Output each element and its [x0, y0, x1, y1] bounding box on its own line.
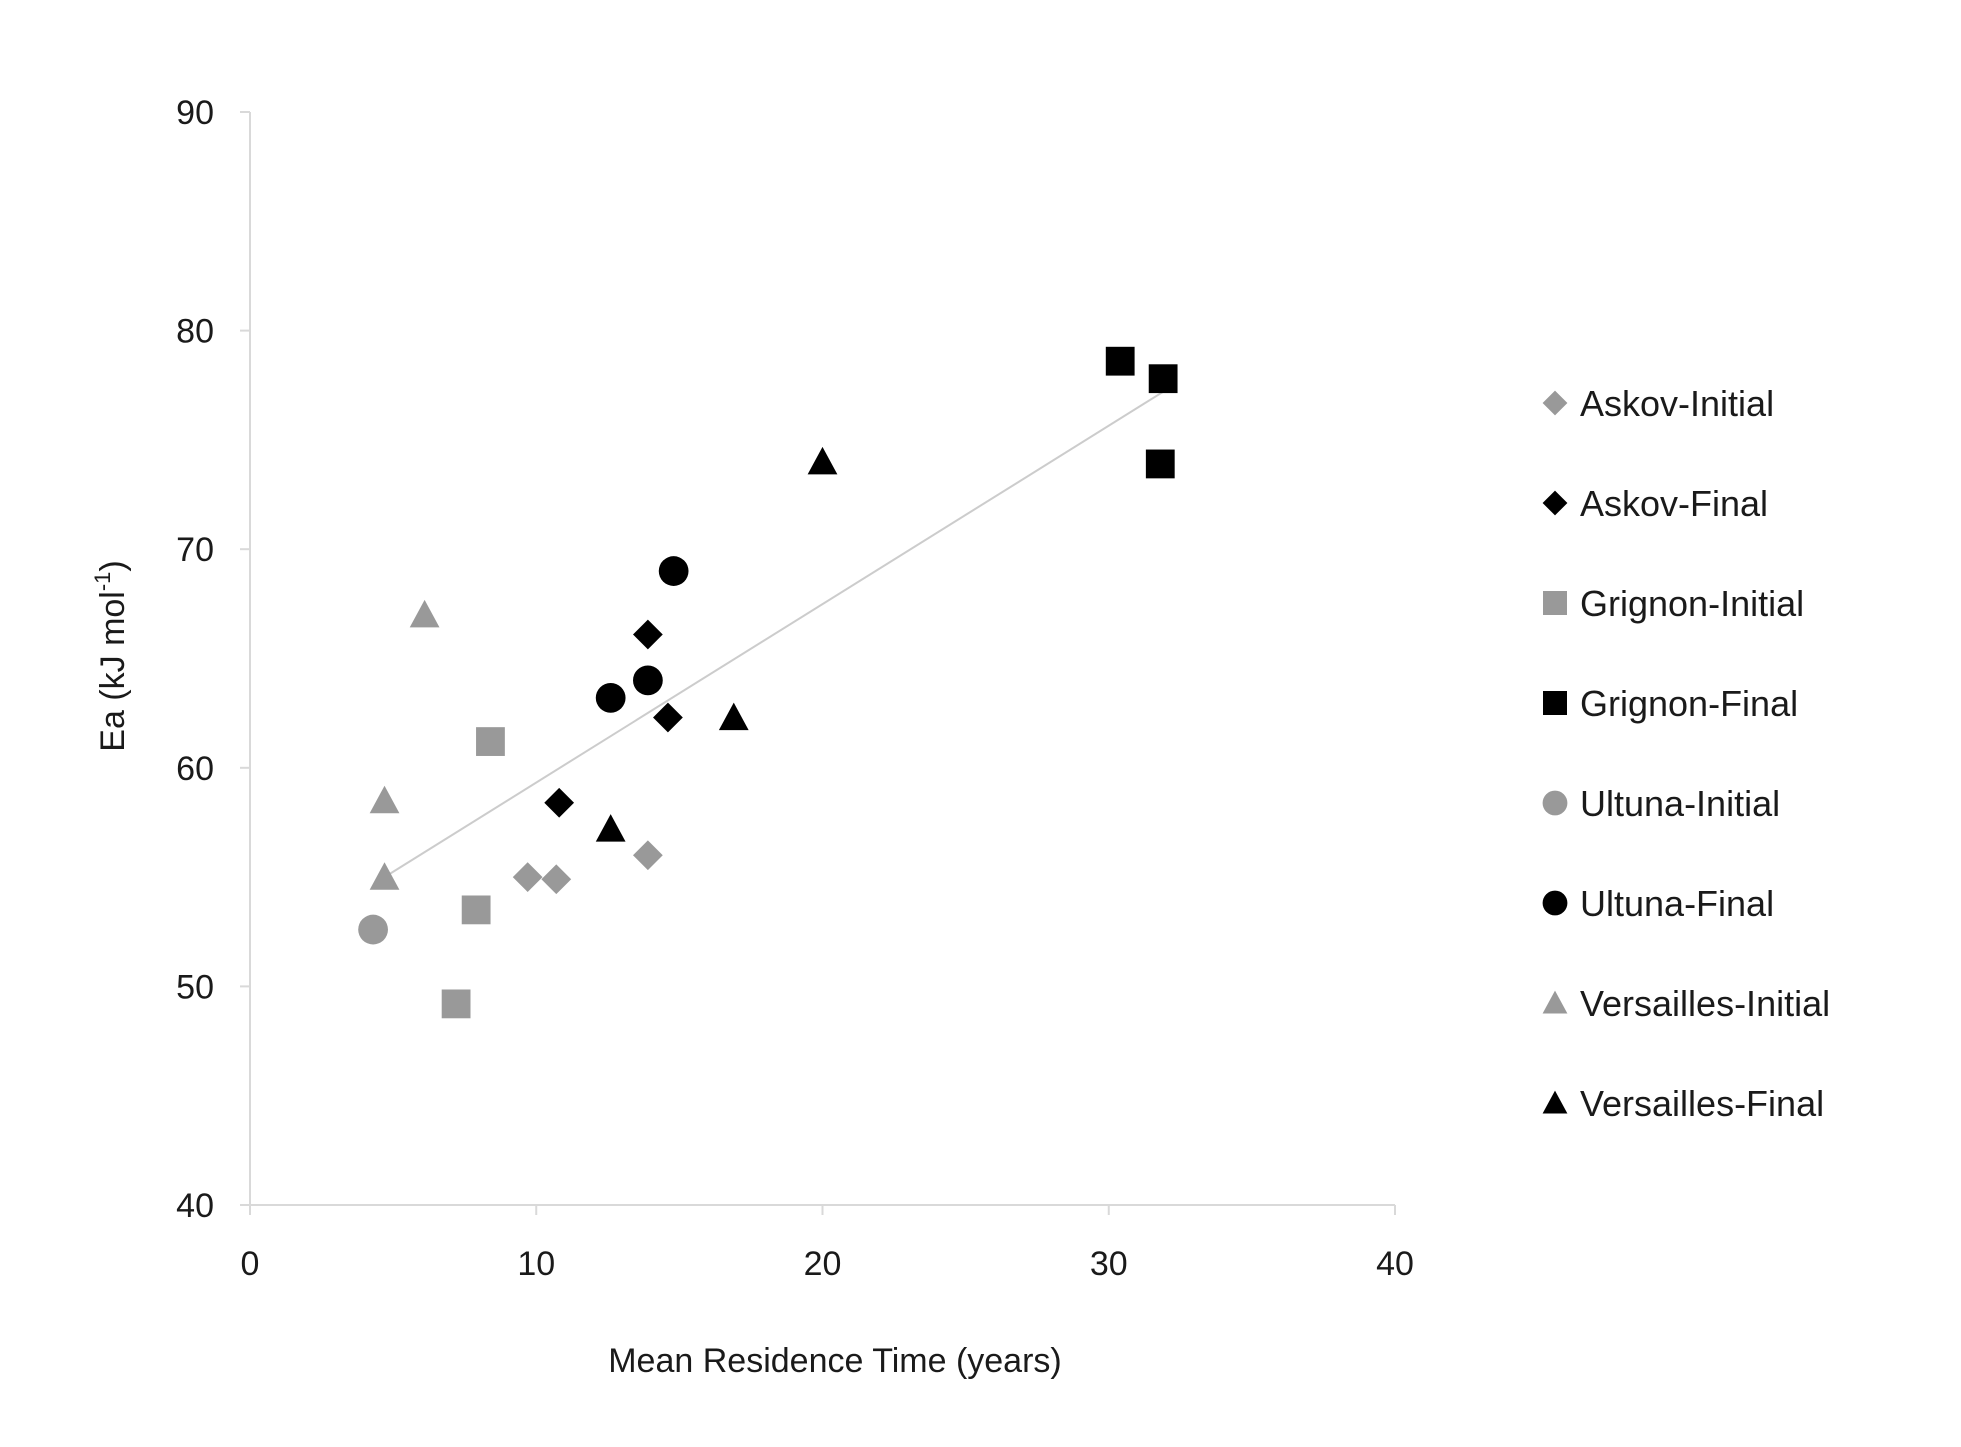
- trendline-layer: [384, 390, 1164, 878]
- x-tick-label: 30: [1090, 1245, 1128, 1283]
- askov-initial-point: [541, 864, 572, 895]
- legend-label-grignon-initial: Grignon-Initial: [1580, 583, 1804, 624]
- legend-marker-ultuna-final: [1542, 890, 1568, 916]
- y-axis-title-main: Ea (kJ mol: [94, 591, 132, 752]
- legend-label-grignon-final: Grignon-Final: [1580, 683, 1798, 724]
- ultuna-final-point: [658, 556, 689, 586]
- grignon-final-point: [1145, 449, 1175, 479]
- legend-marker-askov-final: [1542, 490, 1568, 516]
- y-axis-title-superscript: -1: [90, 572, 115, 592]
- legend-marker-ultuna-initial: [1542, 790, 1568, 816]
- y-tick-label: 90: [176, 94, 214, 132]
- legend-marker-grignon-initial: [1543, 591, 1567, 615]
- x-tick-label: 10: [517, 1245, 555, 1283]
- legend-marker-versailles-final: [1542, 1090, 1568, 1114]
- legend-label-askov-initial: Askov-Initial: [1580, 383, 1774, 424]
- y-tick-label: 60: [176, 750, 214, 788]
- y-axis-title-suffix: ): [94, 560, 132, 571]
- ultuna-initial-point: [358, 914, 388, 945]
- x-tick-labels: 0 10 20 30 40: [241, 1245, 1414, 1283]
- versailles-final-point: [595, 814, 626, 842]
- legend-label-versailles-final: Versailles-Final: [1580, 1083, 1824, 1124]
- x-tick-label: 20: [804, 1245, 842, 1283]
- grignon-initial-point: [461, 895, 491, 925]
- y-axis-title: Ea (kJ mol-1): [90, 560, 132, 751]
- askov-final-point: [633, 619, 663, 650]
- x-tick-label: 40: [1376, 1245, 1414, 1283]
- y-tick-label: 50: [176, 968, 214, 1006]
- askov-initial-point: [512, 862, 543, 892]
- grignon-initial-point: [476, 727, 505, 756]
- grignon-final-point: [1105, 346, 1135, 376]
- y-tick-label: 40: [176, 1187, 214, 1225]
- legend-marker-askov-initial: [1542, 390, 1568, 416]
- legend-label-versailles-initial: Versailles-Initial: [1580, 983, 1830, 1024]
- legend-marker-grignon-final: [1543, 691, 1567, 715]
- versailles-initial-point: [369, 785, 400, 814]
- askov-final-point: [653, 702, 683, 733]
- versailles-final-point: [807, 446, 838, 475]
- ultuna-final-point: [633, 665, 663, 696]
- legend: Askov-Initial Askov-Final Grignon-Initial G…: [1542, 383, 1830, 1124]
- data-points: [358, 346, 1178, 1019]
- trendline: [384, 390, 1164, 878]
- legend-label-askov-final: Askov-Final: [1580, 483, 1768, 524]
- versailles-initial-point: [409, 599, 440, 628]
- askov-final-point: [544, 787, 575, 818]
- ultuna-final-point: [595, 682, 626, 713]
- grignon-final-point: [1148, 364, 1178, 394]
- askov-initial-point: [633, 840, 663, 871]
- plot-axes: [240, 111, 1396, 1215]
- versailles-initial-point: [369, 862, 400, 890]
- x-axis-title: Mean Residence Time (years): [608, 1342, 1062, 1380]
- legend-marker-versailles-initial: [1542, 990, 1568, 1014]
- grignon-initial-point: [441, 989, 471, 1019]
- x-tick-label: 0: [241, 1245, 260, 1283]
- versailles-final-point: [718, 702, 749, 731]
- y-tick-label: 70: [176, 531, 214, 569]
- legend-label-ultuna-final: Ultuna-Final: [1580, 883, 1774, 924]
- y-tick-label: 80: [176, 313, 214, 351]
- legend-label-ultuna-initial: Ultuna-Initial: [1580, 783, 1780, 824]
- y-tick-labels: 40 50 60 70 80 90: [176, 94, 214, 1225]
